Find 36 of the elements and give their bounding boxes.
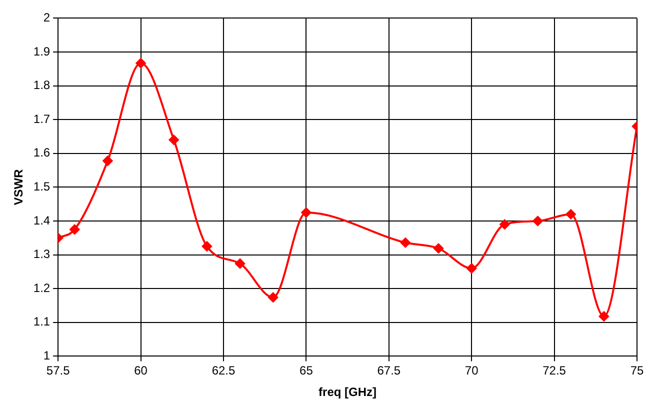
point xyxy=(400,238,410,248)
point xyxy=(598,311,609,322)
y-tick-label: 1.3 xyxy=(33,247,50,262)
x-tick-label: 70 xyxy=(464,364,479,378)
point xyxy=(70,224,80,234)
point xyxy=(136,58,146,68)
y-tick-label: 1.4 xyxy=(33,213,50,228)
y-tick-label: 1.2 xyxy=(33,280,50,295)
point xyxy=(235,258,246,269)
y-tick-label: 1.9 xyxy=(33,44,50,58)
x-tick-label: 67.5 xyxy=(377,364,401,378)
point xyxy=(202,241,212,252)
x-tick-label: 72.5 xyxy=(542,364,566,378)
point xyxy=(500,219,510,230)
x-tick-label: 65 xyxy=(300,364,314,378)
point xyxy=(168,134,179,145)
x-axis-title: freq [GHz] xyxy=(318,385,377,400)
point xyxy=(532,216,543,226)
x-tick-label: 60 xyxy=(134,364,148,378)
x-tick-label: 75 xyxy=(630,364,644,378)
x-tick-label: 57.5 xyxy=(46,364,70,378)
y-tick-label: 1.7 xyxy=(33,112,50,126)
point xyxy=(301,208,312,218)
point xyxy=(268,292,278,302)
point xyxy=(566,209,576,220)
x-tick-label: 62.5 xyxy=(212,364,236,378)
point xyxy=(466,263,477,274)
y-tick-label: 1.1 xyxy=(33,314,50,329)
point xyxy=(434,243,444,254)
point xyxy=(102,156,113,166)
y-tick-label: 1.5 xyxy=(33,180,50,194)
y-axis-title: VSWR xyxy=(12,168,26,206)
y-tick-label: 1.6 xyxy=(33,146,50,160)
y-tick-label: 1.8 xyxy=(33,78,50,92)
y-tick-label: 2 xyxy=(43,10,50,25)
y-tick-label: 1 xyxy=(43,348,50,363)
